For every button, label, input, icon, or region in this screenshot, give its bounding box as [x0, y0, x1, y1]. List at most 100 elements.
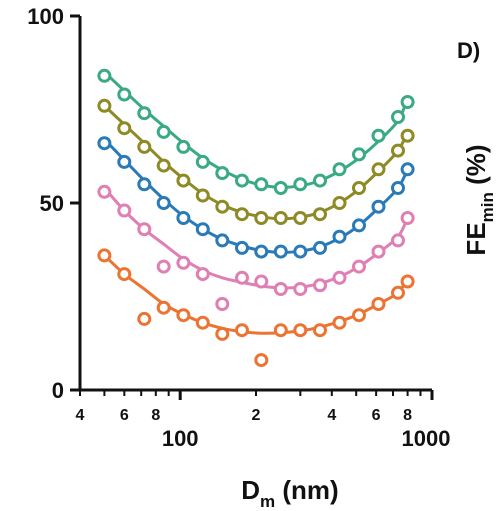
data-point: [332, 196, 347, 210]
data-point: [371, 199, 386, 214]
data-point: [273, 244, 288, 259]
data-point: [195, 222, 210, 237]
data-point: [117, 87, 132, 102]
data-point: [137, 139, 152, 154]
x-minor-tick-label: 8: [403, 407, 412, 424]
data-point: [313, 207, 327, 222]
data-point: [273, 211, 288, 225]
data-point: [215, 199, 230, 214]
panel-label: D): [457, 38, 480, 63]
data-point: [254, 211, 269, 225]
data-point: [352, 218, 366, 233]
data-point: [215, 166, 230, 181]
data-point: [97, 136, 112, 151]
data-point: [176, 211, 191, 225]
data-point: [235, 240, 249, 255]
data-point: [195, 154, 210, 169]
data-point: [254, 177, 269, 192]
data-point: [332, 229, 347, 244]
y-tick-label: 50: [40, 191, 64, 216]
y-axis-title-unit: (%): [461, 144, 491, 192]
data-point: [391, 233, 405, 248]
x-axis-title: Dm (nm): [241, 475, 338, 511]
data-point: [117, 203, 132, 218]
fit-curve-1: [102, 104, 410, 221]
y-axis-title-sub: min: [478, 192, 497, 222]
x-major-tick-label: 1000: [402, 426, 451, 451]
data-point: [313, 278, 327, 293]
data-point: [400, 211, 415, 225]
y-axis-title: FEmin (%): [461, 144, 497, 255]
data-point: [195, 315, 210, 330]
data-point: [97, 98, 112, 113]
data-point: [273, 323, 288, 338]
data-point: [371, 128, 386, 143]
data-point: [371, 162, 386, 177]
data-point: [97, 184, 112, 199]
data-point: [235, 173, 249, 188]
data-point: [156, 259, 171, 274]
axis-ticks: 0 50 100 100 1000 4 6 8 2 4 6 8: [27, 4, 450, 451]
data-point: [117, 121, 132, 136]
y-tick-label: 0: [52, 378, 64, 403]
data-point: [293, 282, 308, 296]
data-point: [273, 282, 288, 296]
y-axis-title-main: FE: [461, 222, 491, 255]
x-minor-tick-label: 6: [372, 407, 381, 424]
y-tick-label: 100: [27, 4, 64, 29]
data-point: [293, 244, 308, 259]
data-point: [371, 244, 386, 259]
data-point: [293, 211, 308, 225]
data-point: [176, 255, 191, 270]
x-minor-tick-label: 4: [327, 407, 336, 424]
data-point: [273, 181, 288, 195]
x-axis-title-unit: (nm): [275, 475, 339, 505]
x-minor-tick-label: 6: [120, 407, 129, 424]
x-axis-title-main: D: [241, 475, 260, 505]
data-point: [332, 315, 347, 330]
data-point: [117, 154, 132, 169]
x-axis-title-sub: m: [260, 492, 275, 511]
data-point: [137, 177, 152, 192]
data-point: [254, 353, 269, 368]
data-point: [195, 188, 210, 203]
data-point: [254, 244, 269, 259]
data-point: [117, 267, 132, 282]
data-point: [137, 222, 152, 237]
data-point: [352, 259, 366, 274]
data-point: [391, 143, 405, 158]
x-major-tick-label: 100: [162, 426, 199, 451]
data-point: [235, 323, 249, 338]
data-point: [215, 297, 230, 311]
data-point: [215, 233, 230, 248]
data-point: [156, 300, 171, 315]
data-point: [391, 181, 405, 195]
data-point: [400, 162, 415, 177]
data-point: [254, 274, 269, 289]
data-point: [176, 308, 191, 323]
data-point: [313, 323, 327, 338]
x-minor-tick-label: 4: [76, 407, 85, 424]
data-point: [391, 285, 405, 300]
data-point: [176, 173, 191, 188]
data-point: [391, 110, 405, 124]
data-point: [371, 297, 386, 311]
data-point: [313, 173, 327, 188]
data-point: [400, 95, 415, 109]
data-point: [215, 326, 230, 341]
data-point: [332, 270, 347, 285]
data-point: [137, 311, 152, 326]
data-point: [352, 147, 366, 162]
data-point: [156, 196, 171, 210]
data-point: [97, 68, 112, 83]
data-point: [293, 323, 308, 338]
data-point: [195, 267, 210, 282]
data-point: [156, 158, 171, 173]
data-points: [97, 68, 415, 368]
data-point: [352, 308, 366, 323]
data-point: [235, 270, 249, 285]
data-point: [176, 139, 191, 154]
fit-curve-0: [102, 70, 410, 189]
fit-curve-3: [102, 186, 410, 290]
